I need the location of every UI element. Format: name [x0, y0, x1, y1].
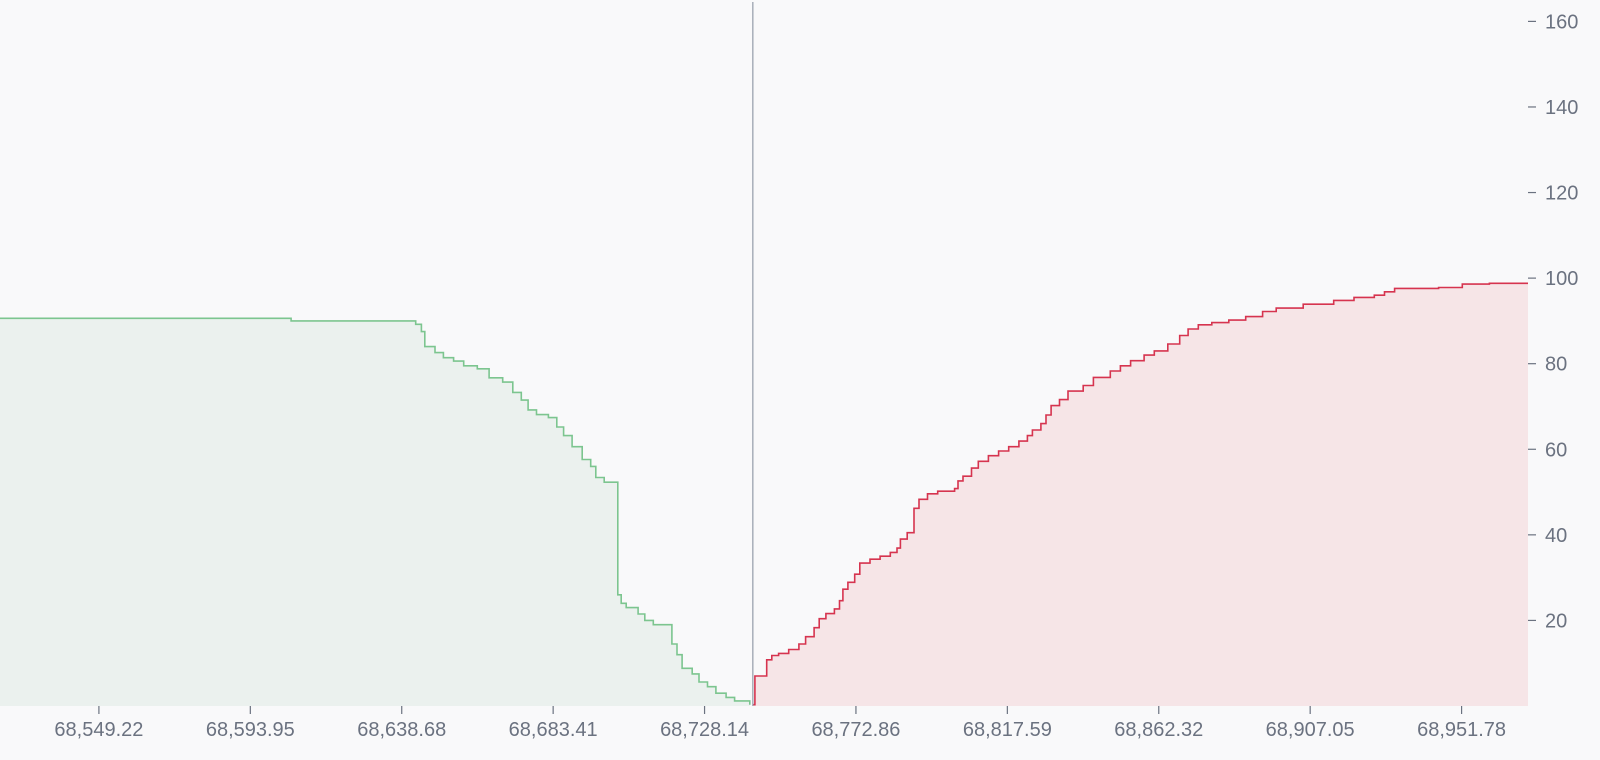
x-tick-label: 68,593.95 [206, 719, 295, 741]
x-tick-label: 68,772.86 [811, 719, 900, 741]
asks-depth-area [752, 283, 1528, 706]
y-tick-label: 100 [1545, 268, 1578, 290]
y-tick-label: 60 [1545, 439, 1567, 461]
x-tick-label: 68,638.68 [357, 719, 446, 741]
y-tick-label: 40 [1545, 525, 1567, 547]
y-tick-label: 20 [1545, 610, 1567, 632]
x-tick-label: 68,683.41 [509, 719, 598, 741]
y-tick-label: 160 [1545, 11, 1578, 33]
x-tick-label: 68,728.14 [660, 719, 749, 741]
bids-depth-line [0, 317, 751, 705]
bids-series [0, 317, 751, 706]
y-tick-label: 80 [1545, 354, 1567, 376]
x-tick-label: 68,862.32 [1114, 719, 1203, 741]
x-tick-label: 68,817.59 [963, 719, 1052, 741]
y-tick-label: 140 [1545, 97, 1578, 119]
asks-series [752, 282, 1528, 706]
y-tick-label: 120 [1545, 183, 1578, 205]
x-tick-label: 68,907.05 [1266, 719, 1355, 741]
series-layer [0, 282, 1528, 706]
x-axis: 68,549.22 68,593.95 68,638.68 68,683.41 68,7… [54, 706, 1506, 741]
x-tick-label: 68,549.22 [54, 719, 143, 741]
asks-depth-line [752, 282, 1528, 706]
x-tick-label: 68,951.78 [1417, 719, 1506, 741]
bids-depth-area [0, 318, 750, 706]
y-axis: 20 40 60 80 100 120 140 160 [1528, 11, 1578, 632]
